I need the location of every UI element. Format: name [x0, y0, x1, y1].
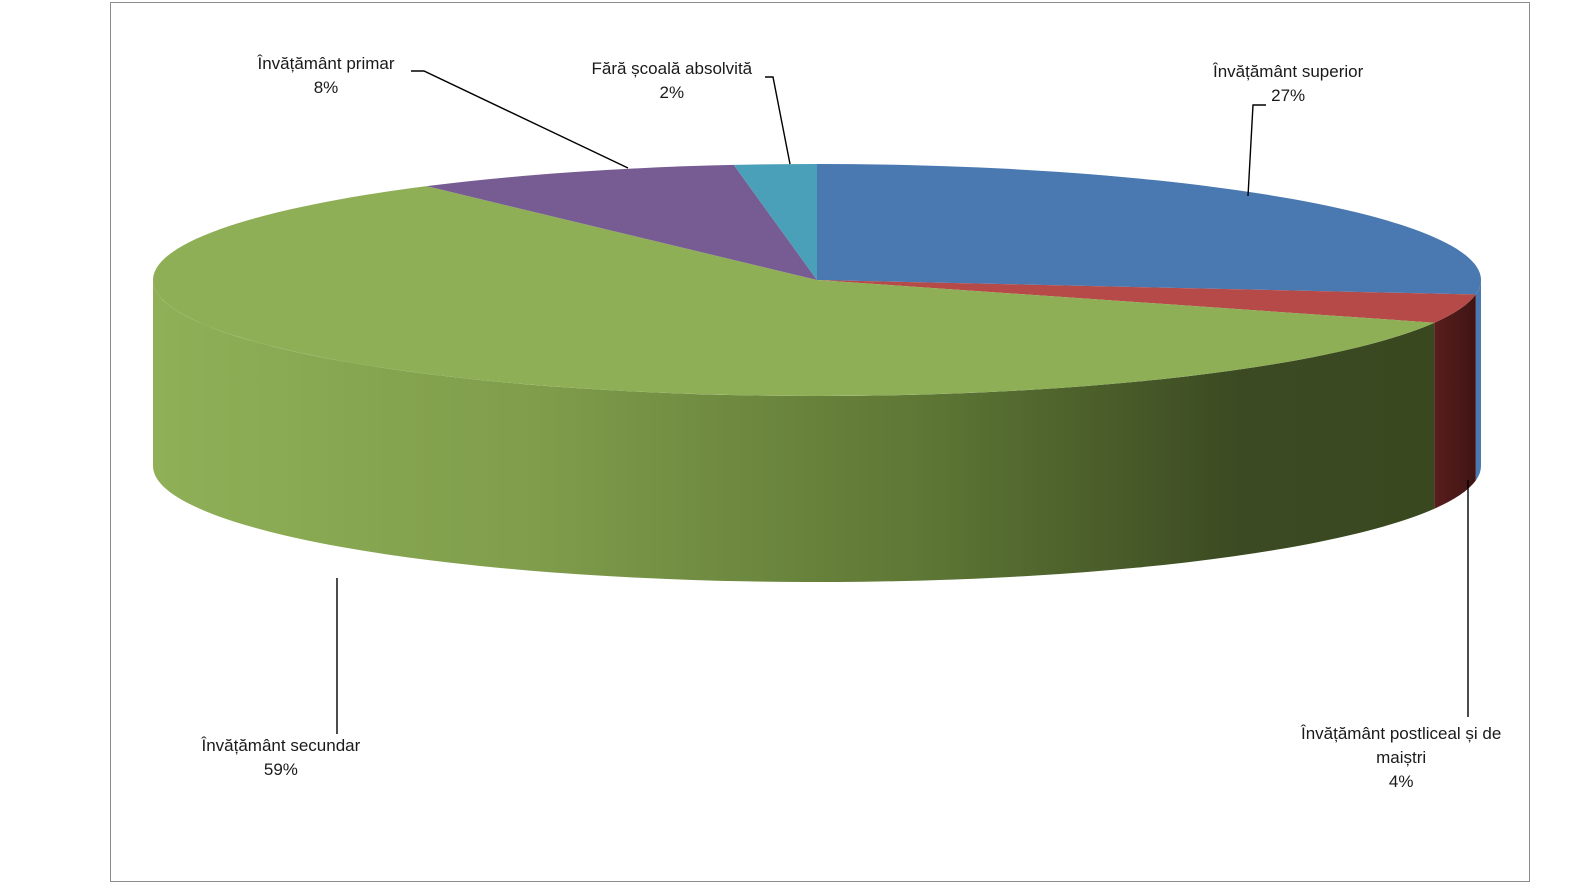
slice-label-value: 59% [263, 760, 298, 779]
wall-invatamant-superior [1475, 280, 1481, 481]
slice-label-value: 4% [1388, 772, 1414, 791]
slice-invatamant-postliceal-si-de-maistri [817, 280, 1476, 323]
slice-fara-scoala-absolvita [733, 164, 817, 280]
slice-label-name: Învățământ postliceal și de [1301, 724, 1502, 743]
wall-invatamant-postliceal-si-de-maistri [1434, 294, 1476, 509]
leader-invatamant-primar [411, 70, 629, 169]
leader-lines [336, 70, 1469, 734]
slice-label-name: Învățământ superior [1213, 62, 1364, 81]
slice-label-name: Învățământ primar [257, 54, 395, 73]
wall-invatamant-secundar [153, 280, 1435, 582]
data-label-invatamant-postliceal-si-de-maistri: Învățământ postliceal și de maiștri 4% [1301, 722, 1501, 794]
slice-label-value: 27% [1271, 86, 1306, 105]
data-label-invatamant-superior: Învățământ superior 27% [1213, 60, 1363, 108]
slice-invatamant-superior [817, 164, 1481, 295]
slice-label-name: maiștri [1376, 748, 1427, 767]
leader-invatamant-superior [1247, 104, 1266, 197]
slice-invatamant-primar [426, 164, 817, 280]
pie-slices [152, 164, 1481, 397]
slice-label-value: 8% [313, 78, 339, 97]
leader-fara-scoala-absolvita [765, 76, 791, 165]
data-label-fara-scoala-absolvita: Fără școală absolvită 2% [592, 57, 753, 105]
slice-label-name: Învățământ secundar [201, 736, 361, 755]
slice-label-value: 2% [659, 83, 685, 102]
data-label-invatamant-primar: Învățământ primar 8% [258, 52, 395, 100]
data-label-invatamant-secundar: Învățământ secundar 59% [202, 734, 361, 782]
pie-side-walls [153, 280, 1481, 582]
slice-invatamant-secundar [152, 186, 1435, 397]
slice-label-name: Fără școală absolvită [591, 59, 753, 78]
